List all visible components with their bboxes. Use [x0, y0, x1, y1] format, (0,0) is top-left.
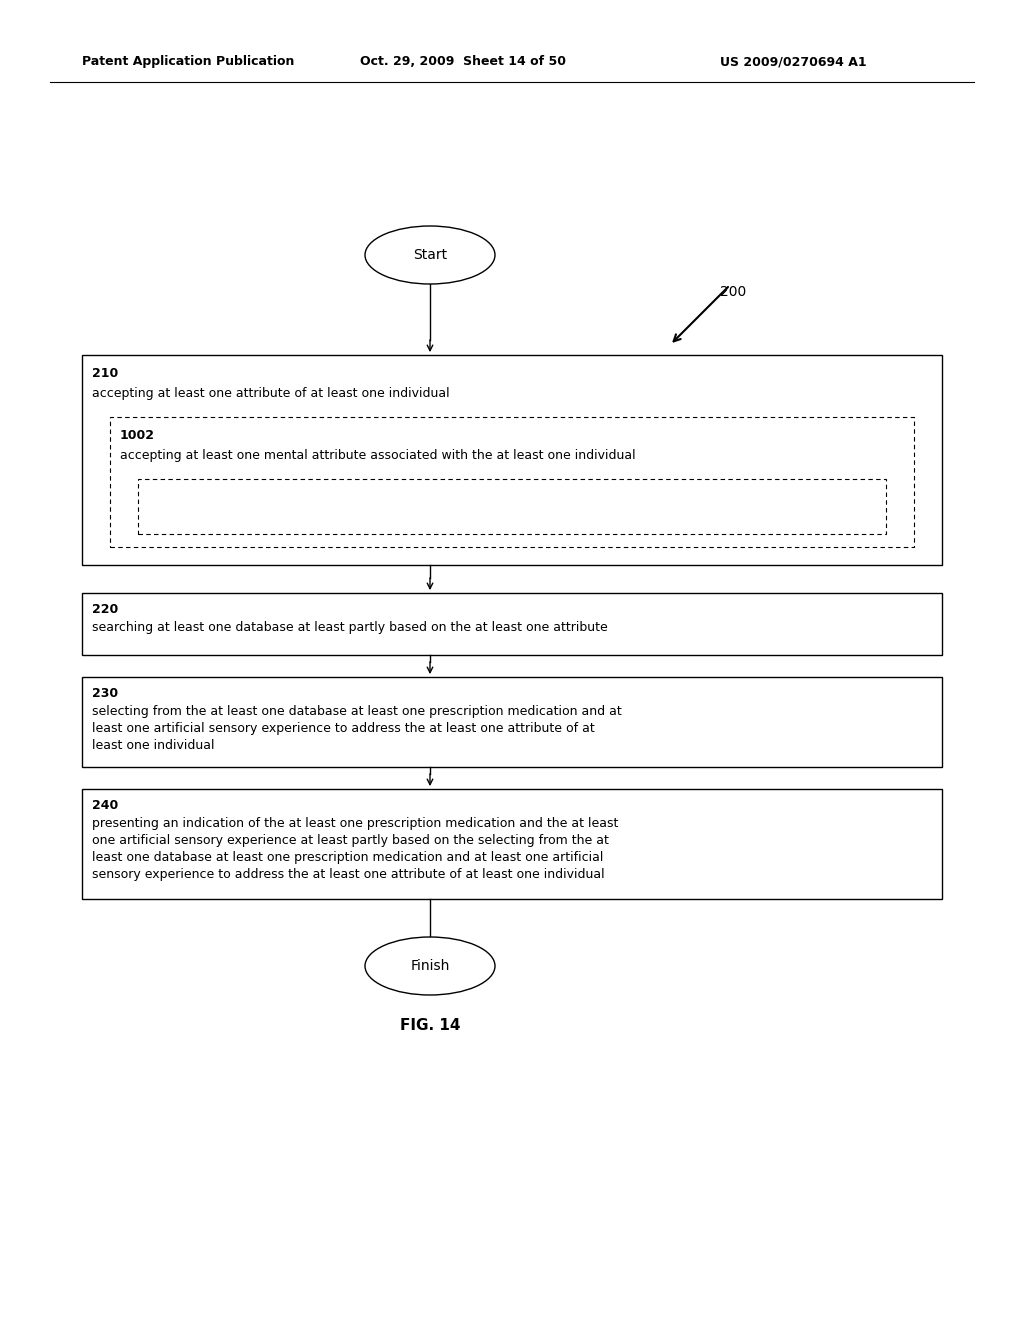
Text: Oct. 29, 2009  Sheet 14 of 50: Oct. 29, 2009 Sheet 14 of 50	[360, 55, 566, 69]
Text: 220: 220	[92, 603, 118, 616]
Text: Finish: Finish	[411, 960, 450, 973]
Text: US 2009/0270694 A1: US 2009/0270694 A1	[720, 55, 866, 69]
Text: 1002: 1002	[120, 429, 155, 442]
Text: 230: 230	[92, 686, 118, 700]
Text: accepting at least one past mental therapy associated with the at least one
indi: accepting at least one past mental thera…	[148, 506, 597, 535]
Text: selecting from the at least one database at least one prescription medication an: selecting from the at least one database…	[92, 705, 622, 752]
Text: searching at least one database at least partly based on the at least one attrib: searching at least one database at least…	[92, 620, 608, 634]
Text: 1402: 1402	[148, 488, 180, 502]
Text: presenting an indication of the at least one prescription medication and the at : presenting an indication of the at least…	[92, 817, 618, 880]
Bar	[82, 355, 942, 565]
Text: Start: Start	[413, 248, 447, 261]
Text: accepting at least one attribute of at least one individual: accepting at least one attribute of at l…	[92, 387, 450, 400]
Bar	[82, 677, 942, 767]
Ellipse shape	[365, 226, 495, 284]
Ellipse shape	[365, 937, 495, 995]
Bar	[110, 417, 914, 546]
Text: accepting at least one mental attribute associated with the at least one individ: accepting at least one mental attribute …	[120, 449, 636, 462]
Bar	[82, 593, 942, 655]
Text: 240: 240	[92, 799, 118, 812]
Bar	[138, 479, 886, 535]
Bar	[82, 789, 942, 899]
Text: 200: 200	[720, 285, 746, 300]
Text: Patent Application Publication: Patent Application Publication	[82, 55, 294, 69]
Text: 210: 210	[92, 367, 118, 380]
Text: FIG. 14: FIG. 14	[399, 1019, 460, 1034]
